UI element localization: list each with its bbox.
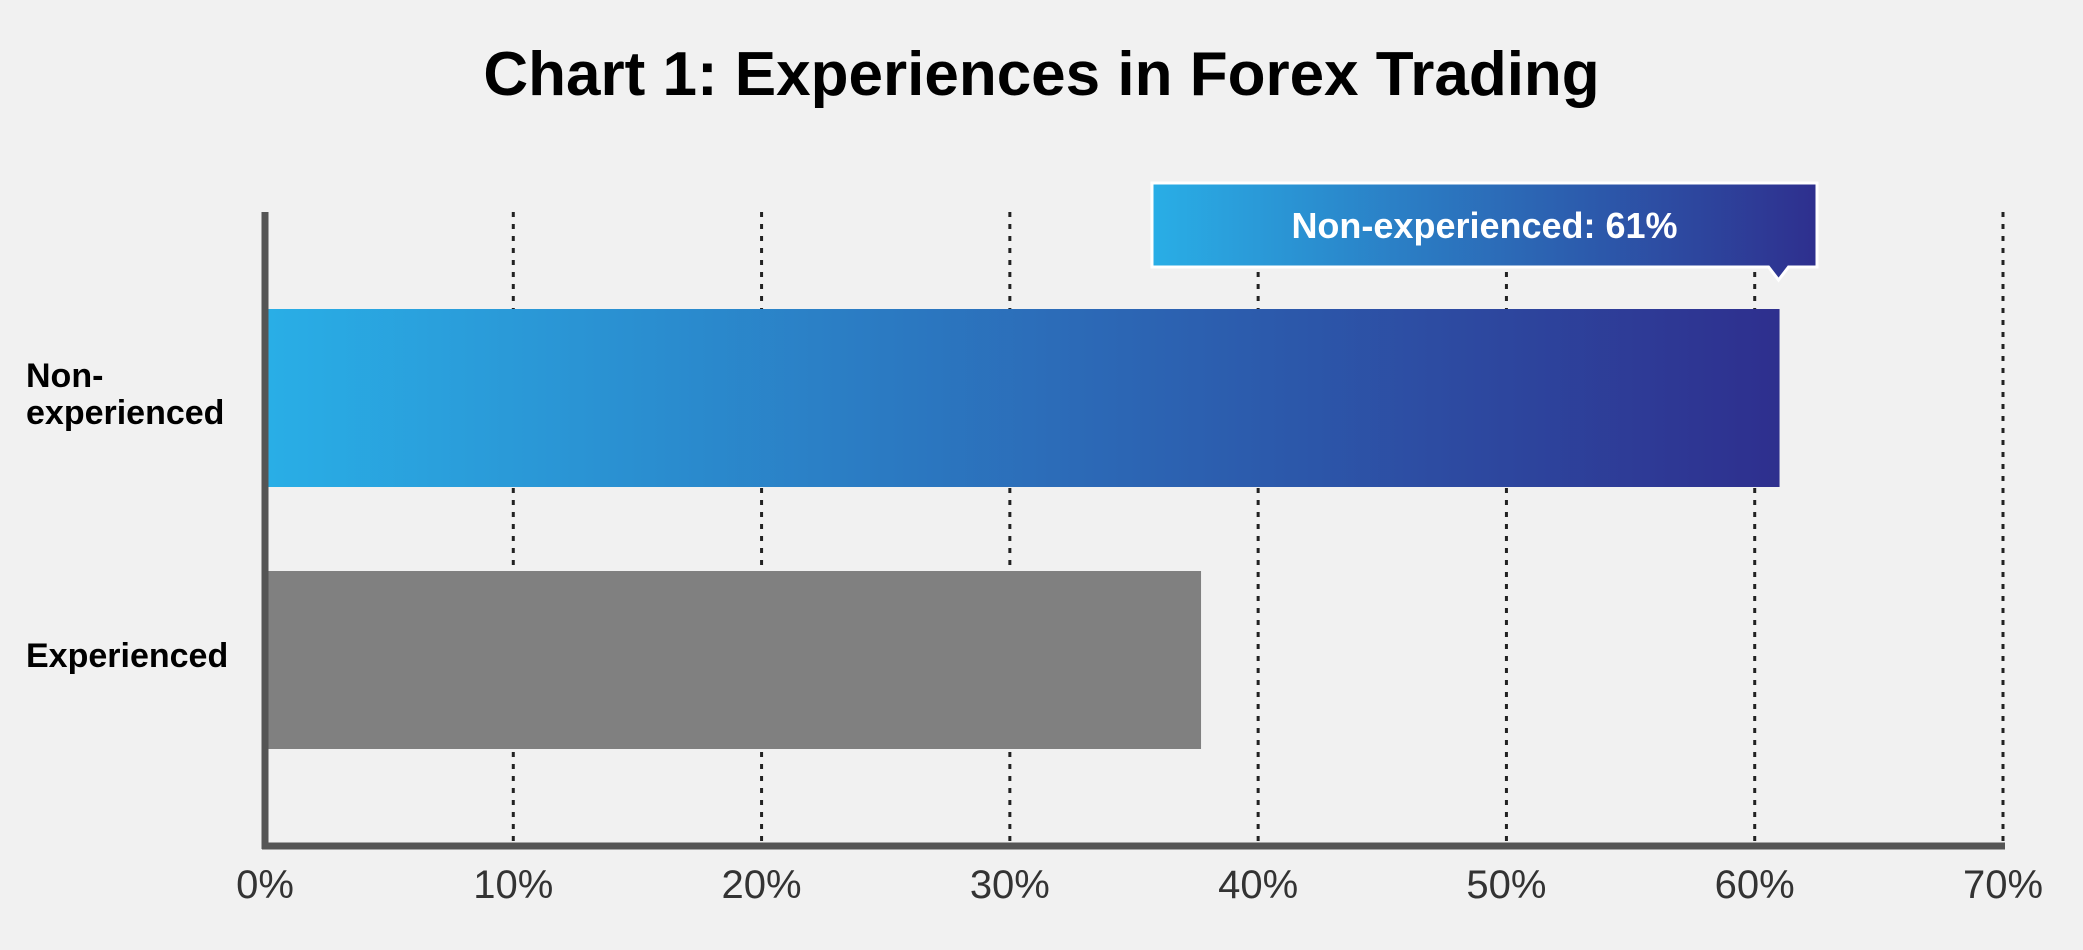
bars [268,309,1780,749]
bar-non-experienced [268,309,1780,487]
x-tick-label: 70% [1963,863,2043,907]
y-category-label-line: experienced [26,393,225,432]
x-tick-label: 20% [722,863,802,907]
bar-experienced [268,571,1202,749]
callout-box [1150,181,1819,283]
x-tick-label: 50% [1466,863,1546,907]
annotation-callout: Non-experienced: 61% [1150,181,1819,283]
x-tick-label: 60% [1715,863,1795,907]
y-category-label-experienced: Experienced [26,637,256,676]
axes [261,212,2005,850]
y-category-label-line: Non- [26,356,104,395]
x-tick-label: 0% [236,863,294,907]
y-category-label-line: Experienced [26,637,229,676]
x-tick-label: 10% [473,863,553,907]
x-tick-label: 30% [970,863,1050,907]
gridlines [511,212,2005,846]
chart-title: Chart 1: Experiences in Forex Trading [483,40,1600,109]
y-category-label-non-experienced: Non-experienced [26,356,256,433]
callout-label: Non-experienced: 61% [1291,205,1677,246]
x-tick-labels: 0% 10% 20% 30% 40% 50% 60% 70% [236,863,2043,907]
x-tick-label: 40% [1218,863,1298,907]
